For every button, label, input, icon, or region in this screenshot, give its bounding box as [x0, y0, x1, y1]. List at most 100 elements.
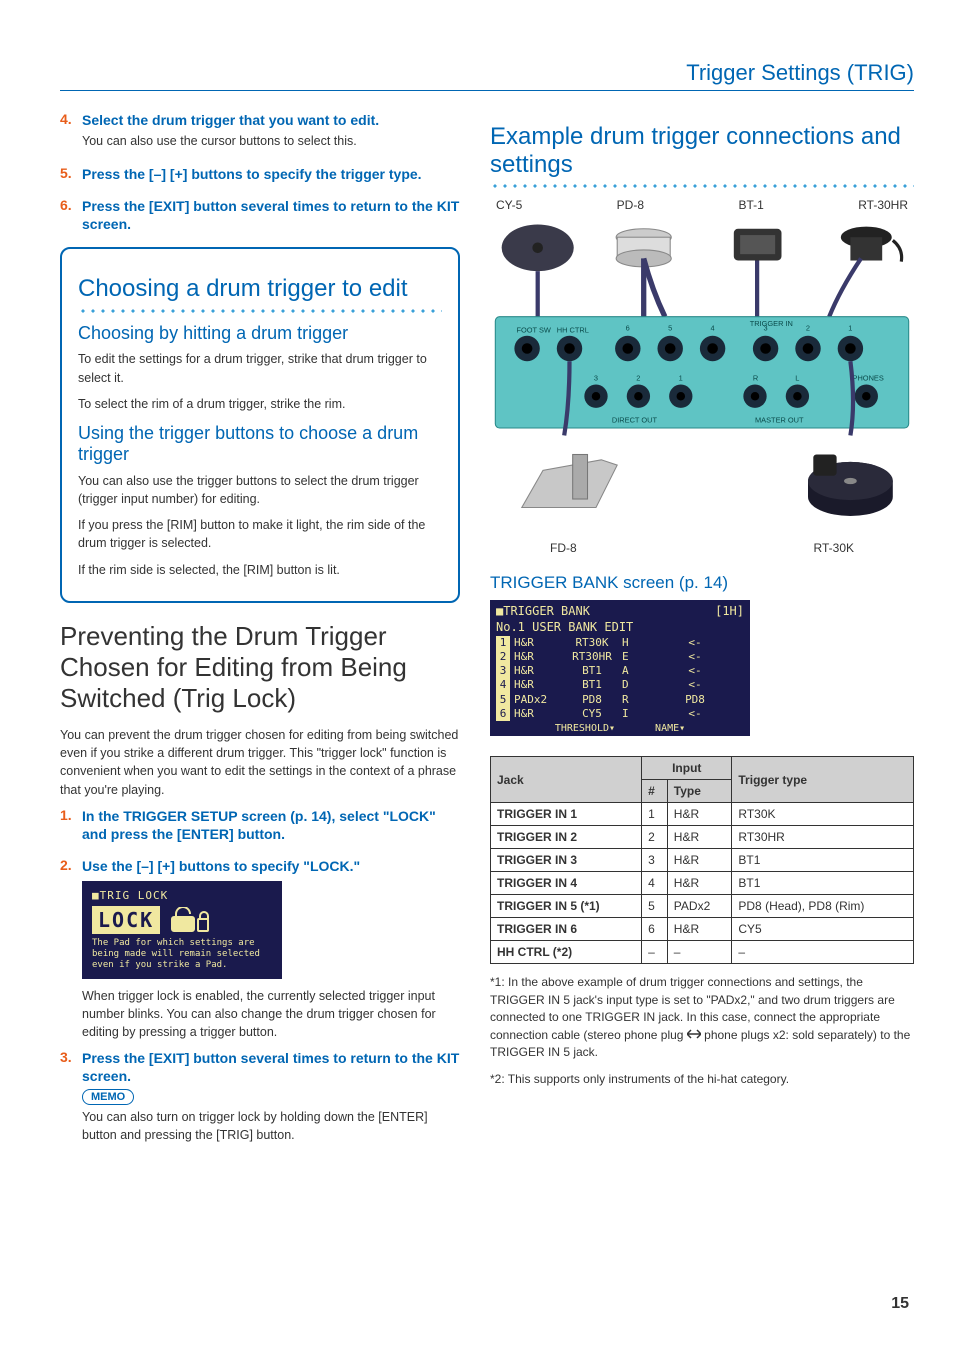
table-row: TRIGGER IN 66H&RCY5 [491, 918, 914, 941]
svg-text:1: 1 [679, 373, 683, 382]
table-row: TRIGGER IN 11H&RRT30K [491, 803, 914, 826]
lcd-bank-row: 3H&RBT1A<- [496, 664, 744, 678]
label-bt1: BT-1 [738, 198, 763, 212]
lcd-lock-word: LOCK [92, 906, 160, 934]
device-rt30k [808, 455, 893, 516]
label-r: R [753, 373, 758, 382]
lcd-desc: The Pad for which settings are being mad… [92, 938, 272, 970]
footnote-1: *1: In the above example of drum trigger… [490, 974, 914, 1061]
section-title-trig-lock: Preventing the Drum Trigger Chosen for E… [60, 621, 460, 715]
memo-body: You can also turn on trigger lock by hol… [82, 1109, 460, 1144]
device-fd8 [522, 455, 617, 508]
sub-title-buttons: Using the trigger buttons to choose a dr… [78, 423, 442, 466]
svg-text:5: 5 [668, 324, 672, 333]
diagram-bottom-labels: FD-8 RT-30K [550, 541, 854, 555]
dotted-rule [78, 309, 442, 313]
lock-icon [170, 907, 210, 933]
label-footsw: FOOT SW [517, 326, 551, 335]
lcd-bank-row: 6H&RCY5I<- [496, 707, 744, 721]
svg-text:6: 6 [626, 324, 630, 333]
label-phones: PHONES [853, 373, 884, 382]
step-number: 2. [60, 857, 72, 873]
memo-badge: MEMO [82, 1089, 134, 1105]
lcd-trig-lock: ■TRIG LOCK LOCK The Pad for which settin… [82, 881, 282, 978]
table-row: HH CTRL (*2)––– [491, 941, 914, 964]
label-cy5: CY-5 [496, 198, 522, 212]
svg-text:3: 3 [594, 373, 598, 382]
svg-text:2: 2 [636, 373, 640, 382]
table-row: TRIGGER IN 44H&RBT1 [491, 872, 914, 895]
paragraph: You can also use the trigger buttons to … [78, 472, 442, 508]
label-pd8: PD-8 [617, 198, 644, 212]
lcd-bank-sub: No.1 USER BANK EDIT [496, 620, 744, 634]
connection-diagram: FOOT SW HH CTRL TRIGGER IN 6 5 4 3 2 1 [490, 216, 914, 534]
th-input: Input [642, 757, 732, 780]
table-row: TRIGGER IN 5 (*1)5PADx2PD8 (Head), PD8 (… [491, 895, 914, 918]
step-number: 1. [60, 807, 72, 823]
label-trigin: TRIGGER IN [750, 319, 793, 328]
svg-text:4: 4 [710, 324, 714, 333]
label-rt30hr: RT-30HR [858, 198, 908, 212]
step-6: 6. Press the [EXIT] button several times… [60, 197, 460, 233]
diagram-top-labels: CY-5 PD-8 BT-1 RT-30HR [496, 198, 908, 212]
step-1: 1. In the TRIGGER SETUP screen (p. 14), … [60, 807, 460, 843]
panel-title: Choosing a drum trigger to edit [78, 275, 442, 303]
step-head: Press the [EXIT] button several times to… [82, 1049, 460, 1085]
bank-screen-title: TRIGGER BANK screen (p. 14) [490, 573, 914, 593]
label-mout: MASTER OUT [755, 416, 804, 425]
svg-text:3: 3 [763, 324, 767, 333]
lcd-bank-row: 1H&RRT30KH<- [496, 636, 744, 650]
lcd-ftr-name: NAME▾ [655, 723, 685, 734]
step-head: Use the [–] [+] buttons to specify "LOCK… [82, 857, 460, 875]
step-number: 3. [60, 1049, 72, 1065]
paragraph: To edit the settings for a drum trigger,… [78, 350, 442, 386]
table-row: TRIGGER IN 22H&RRT30HR [491, 826, 914, 849]
step-head: Press the [EXIT] button several times to… [82, 197, 460, 233]
sub-title-hit: Choosing by hitting a drum trigger [78, 323, 442, 345]
th-num: # [642, 780, 668, 803]
double-arrow-icon [687, 1027, 701, 1044]
paragraph: If the rim side is selected, the [RIM] b… [78, 561, 442, 579]
lcd-bank-title: ■TRIGGER BANK [496, 604, 590, 618]
step-number: 6. [60, 197, 72, 213]
lcd-bank-row: 4H&RBT1D<- [496, 678, 744, 692]
lcd-bank-row: 2H&RRT30HRE<- [496, 650, 744, 664]
panel-choosing-trigger: Choosing a drum trigger to edit Choosing… [60, 247, 460, 602]
th-trigtype: Trigger type [732, 757, 914, 803]
right-column: Example drum trigger connections and set… [490, 111, 914, 1158]
svg-text:1: 1 [848, 324, 852, 333]
label-dout: DIRECT OUT [612, 416, 658, 425]
paragraph: To select the rim of a drum trigger, str… [78, 395, 442, 413]
table-row: TRIGGER IN 33H&RBT1 [491, 849, 914, 872]
lcd-bank-row: 5PADx2PD8RPD8 [496, 693, 744, 707]
footnote-2: *2: This supports only instruments of th… [490, 1071, 914, 1088]
lcd-trigger-bank: ■TRIGGER BANK [1H] No.1 USER BANK EDIT 1… [490, 600, 750, 737]
svg-text:2: 2 [806, 324, 810, 333]
page-header: Trigger Settings (TRIG) [60, 60, 914, 91]
lcd-ftr-threshold: THRESHOLD▾ [555, 723, 615, 734]
th-type: Type [667, 780, 732, 803]
step-number: 5. [60, 165, 72, 181]
label-l: L [795, 373, 799, 382]
post-lock-paragraph: When trigger lock is enabled, the curren… [60, 987, 460, 1041]
step-2: 2. Use the [–] [+] buttons to specify "L… [60, 857, 460, 875]
step-body: You can also use the cursor buttons to s… [82, 133, 460, 151]
dotted-rule [490, 184, 914, 188]
step-5: 5. Press the [–] [+] buttons to specify … [60, 165, 460, 183]
step-head: Select the drum trigger that you want to… [82, 111, 460, 129]
step-3: 3. Press the [EXIT] button several times… [60, 1049, 460, 1144]
intro-paragraph: You can prevent the drum trigger chosen … [60, 726, 460, 799]
th-jack: Jack [491, 757, 642, 803]
label-rt30k: RT-30K [814, 541, 854, 555]
lcd-bank-page: [1H] [715, 604, 744, 618]
step-head: Press the [–] [+] buttons to specify the… [82, 165, 460, 183]
page-number: 15 [891, 1295, 909, 1313]
left-column: 4. Select the drum trigger that you want… [60, 111, 460, 1158]
step-number: 4. [60, 111, 72, 127]
example-title: Example drum trigger connections and set… [490, 123, 914, 178]
step-4: 4. Select the drum trigger that you want… [60, 111, 460, 151]
lcd-title: ■TRIG LOCK [92, 889, 272, 902]
paragraph: If you press the [RIM] button to make it… [78, 516, 442, 552]
label-hhctrl: HH CTRL [557, 326, 589, 335]
trigger-table: Jack Input Trigger type # Type TRIGGER I… [490, 756, 914, 964]
